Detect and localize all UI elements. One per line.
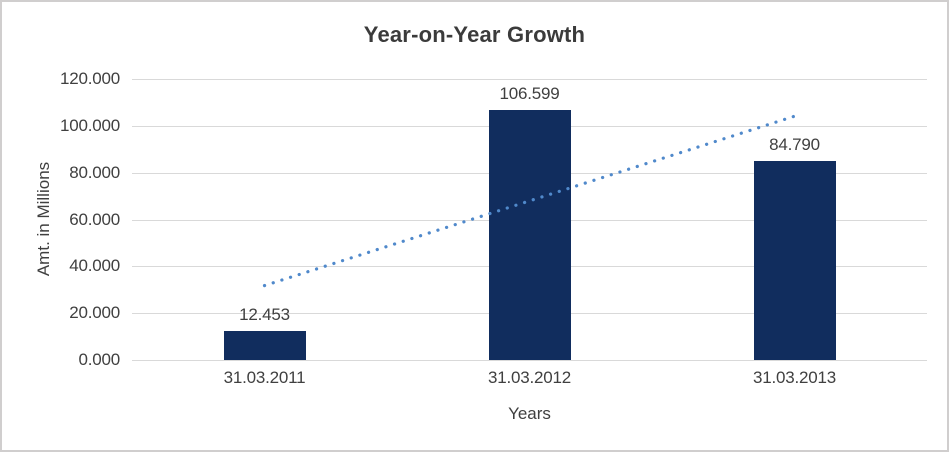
- y-axis-tick-label: 40.000: [69, 256, 120, 276]
- x-axis-title: Years: [508, 404, 551, 423]
- bar-31.03.2011: [223, 330, 306, 360]
- gridline: [132, 79, 927, 80]
- bar-value-label: 106.599: [499, 84, 560, 104]
- x-axis-tick-label: 31.03.2011: [223, 368, 306, 387]
- y-axis-tick-label: 100.000: [59, 115, 120, 135]
- bar-value-label: 84.790: [769, 135, 820, 155]
- x-axis-tick-label: 31.03.2013: [752, 368, 837, 387]
- y-axis-tick-label: 20.000: [69, 303, 120, 323]
- plot-area: 12.453 106.599 84.790: [132, 79, 927, 361]
- trendline: [262, 114, 797, 288]
- gridline: [132, 360, 927, 361]
- y-axis-tick-label: 120.000: [59, 69, 120, 88]
- bar-31.03.2013: [753, 161, 836, 360]
- trendline-dotted: [262, 114, 797, 288]
- chart-title: Year-on-Year Growth: [363, 22, 586, 47]
- y-axis-tick-label: 60.000: [69, 209, 120, 229]
- y-axis-tick-labels: 120.000 100.000 80.000 60.000 40.000 20.000 0.…: [2, 69, 120, 369]
- y-axis-tick-label: 0.000: [78, 350, 120, 369]
- bar-value-label: 12.453: [239, 304, 290, 324]
- x-axis-tick-label: 31.03.2012: [487, 368, 572, 387]
- x-axis-tick-labels: 31.03.2011 31.03.2012 31.03.2013: [132, 368, 927, 392]
- bar-31.03.2012: [488, 110, 571, 360]
- y-axis-tick-label: 80.000: [69, 162, 120, 182]
